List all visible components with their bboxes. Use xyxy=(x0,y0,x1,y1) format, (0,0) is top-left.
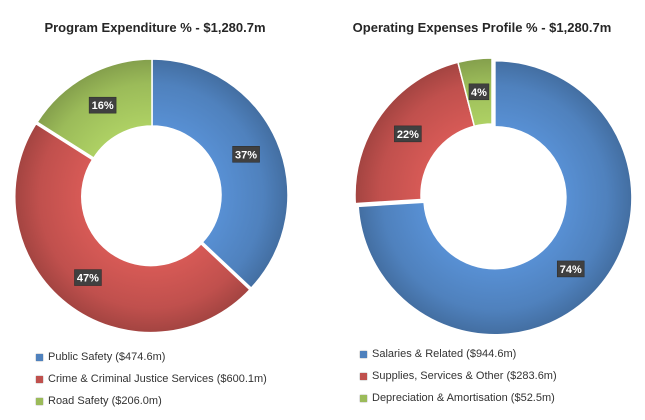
data-label-crime-and-criminal-justice-services: 47% xyxy=(74,269,102,286)
legend-swatch xyxy=(360,394,367,402)
svg-text:4%: 4% xyxy=(471,87,487,99)
chart-program-expenditure: Program Expenditure % - $1,280.7m 37% 47%… xyxy=(0,0,320,420)
legend-item-salaries-and-related: Salaries & Related ($944.6m) xyxy=(360,348,557,360)
svg-text:37%: 37% xyxy=(235,149,257,161)
legend-item-depreciation-and-amortisation: Depreciation & Amortisation ($52.5m) xyxy=(360,392,557,404)
chart-title: Operating Expenses Profile % - $1,280.7m xyxy=(352,20,612,35)
data-label-salaries-and-related: 74% xyxy=(556,260,585,278)
svg-text:22%: 22% xyxy=(397,129,419,141)
svg-text:47%: 47% xyxy=(77,273,99,285)
donut-chart: 74% 22% 4% xyxy=(354,57,633,336)
legend-item-road-safety: Road Safety ($206.0m) xyxy=(36,395,267,407)
donut-chart: 37% 47% 16% xyxy=(14,58,289,334)
legend-swatch xyxy=(360,372,367,380)
legend-swatch xyxy=(360,350,367,358)
legend-label: Supplies, Services & Other ($283.6m) xyxy=(372,370,557,382)
legend-swatch xyxy=(36,375,43,383)
legend-label: Road Safety ($206.0m) xyxy=(48,395,162,407)
data-label-public-safety: 37% xyxy=(232,146,260,163)
legend-label: Public Safety ($474.6m) xyxy=(48,351,166,363)
chart-title: Program Expenditure % - $1,280.7m xyxy=(44,20,266,35)
legend-swatch xyxy=(36,397,43,405)
data-label-road-safety: 16% xyxy=(88,96,117,114)
legend: Public Safety ($474.6m) Crime & Criminal … xyxy=(36,351,267,417)
svg-text:74%: 74% xyxy=(560,264,582,276)
slice-public-safety xyxy=(151,58,289,290)
legend: Salaries & Related ($944.6m) Supplies, Se… xyxy=(360,348,557,414)
legend-item-supplies-services-and-other: Supplies, Services & Other ($283.6m) xyxy=(360,370,557,382)
legend-item-public-safety: Public Safety ($474.6m) xyxy=(36,351,267,363)
svg-text:16%: 16% xyxy=(92,100,114,112)
chart-operating-expenses: Operating Expenses Profile % - $1,280.7m… xyxy=(322,0,645,420)
slice-crime-and-criminal-justice-services xyxy=(14,122,251,334)
legend-label: Crime & Criminal Justice Services ($600.… xyxy=(48,373,267,385)
legend-item-crime-and-criminal-justice-services: Crime & Criminal Justice Services ($600.… xyxy=(36,373,267,385)
legend-label: Salaries & Related ($944.6m) xyxy=(372,348,517,360)
data-label-depreciation-and-amortisation: 4% xyxy=(468,83,490,101)
data-label-supplies-services-and-other: 22% xyxy=(394,125,422,143)
legend-swatch xyxy=(36,353,43,361)
legend-label: Depreciation & Amortisation ($52.5m) xyxy=(372,392,555,404)
